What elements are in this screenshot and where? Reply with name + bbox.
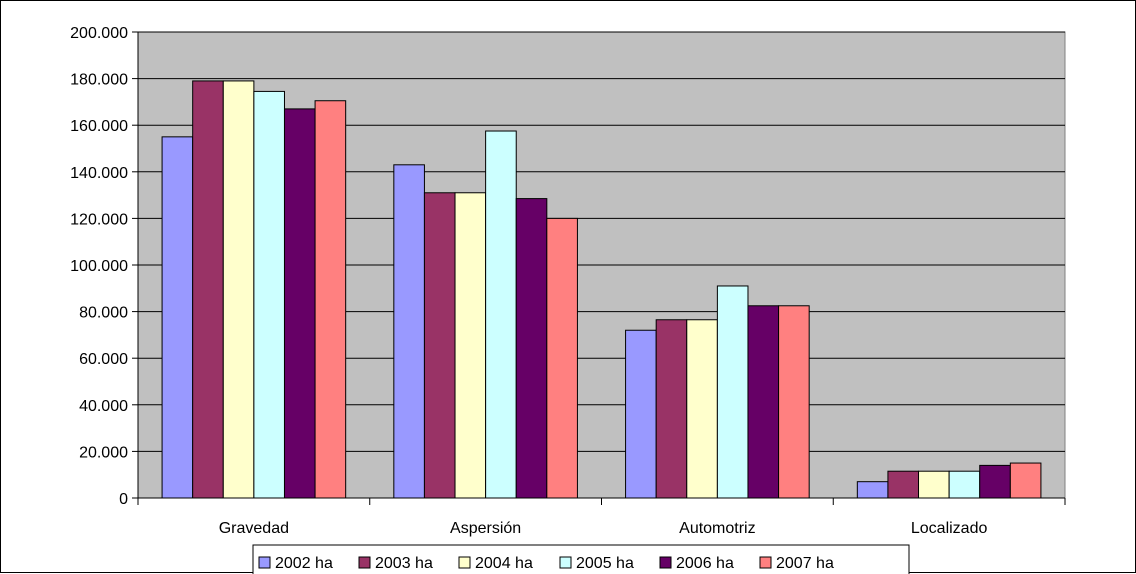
bar xyxy=(856,481,889,499)
bar xyxy=(423,192,456,499)
bar xyxy=(515,198,548,499)
bar xyxy=(918,470,950,499)
bar xyxy=(1009,462,1042,499)
y-tick-label: 160.000 xyxy=(70,118,128,135)
y-tick-label: 180.000 xyxy=(70,72,128,89)
x-tick-label: Localizado xyxy=(911,520,988,537)
bar xyxy=(161,136,194,499)
y-tick-label: 20.000 xyxy=(79,444,128,461)
y-tick-label: 0 xyxy=(119,491,128,508)
legend-swatch xyxy=(458,556,471,569)
y-tick-label: 140.000 xyxy=(70,165,128,182)
y-tick-label: 120.000 xyxy=(70,211,128,228)
bar xyxy=(283,108,316,499)
bar xyxy=(747,305,780,499)
bar xyxy=(192,80,224,499)
bar xyxy=(887,470,920,499)
bar xyxy=(393,164,425,499)
bar xyxy=(686,319,718,499)
legend-label: 2002 ha xyxy=(275,555,333,572)
y-tick-label: 60.000 xyxy=(79,351,128,368)
legend-label: 2003 ha xyxy=(375,555,433,572)
legend-swatch xyxy=(759,556,772,569)
bar xyxy=(222,80,255,499)
bar xyxy=(314,100,347,499)
x-tick-label: Aspersión xyxy=(450,520,521,537)
bar xyxy=(655,319,688,499)
legend-swatch xyxy=(358,556,371,569)
legend-label: 2007 ha xyxy=(776,555,834,572)
bar xyxy=(716,285,749,499)
bar xyxy=(454,192,487,499)
bar xyxy=(546,217,578,499)
legend-label: 2006 ha xyxy=(676,555,734,572)
bar xyxy=(485,130,517,499)
y-tick-label: 100.000 xyxy=(70,258,128,275)
bar xyxy=(948,470,981,499)
bar xyxy=(778,305,810,499)
x-tick-label: Gravedad xyxy=(219,520,289,537)
y-tick-label: 200.000 xyxy=(70,25,128,42)
legend-label: 2005 ha xyxy=(576,555,634,572)
legend-swatch xyxy=(559,556,572,569)
bar xyxy=(625,329,657,499)
bar xyxy=(979,464,1011,499)
legend-swatch xyxy=(659,556,672,569)
y-tick-label: 80.000 xyxy=(79,305,128,322)
bar xyxy=(253,90,285,499)
legend-swatch xyxy=(258,556,271,569)
y-tick-label: 40.000 xyxy=(79,398,128,415)
legend-label: 2004 ha xyxy=(475,555,533,572)
x-tick-label: Automotriz xyxy=(679,520,755,537)
